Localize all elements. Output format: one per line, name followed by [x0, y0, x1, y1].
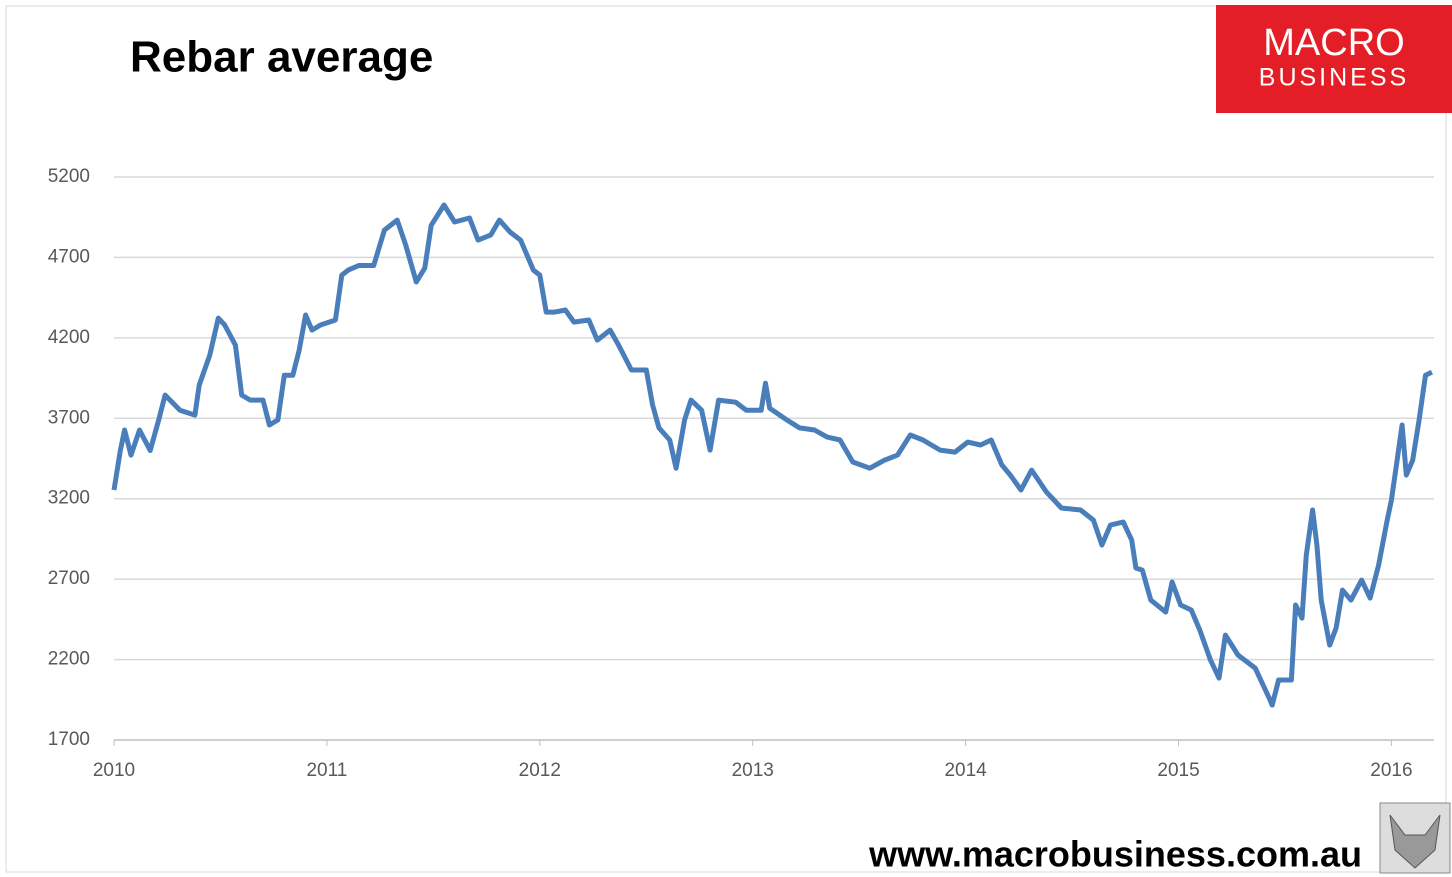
logo-text: MACRO: [1263, 22, 1404, 64]
x-tick-label: 2010: [93, 760, 135, 781]
data-line: [111, 202, 1433, 708]
frame: [5, 5, 1447, 873]
y-tick-label: 3700: [48, 407, 90, 428]
footer-url: www.macrobusiness.com.au: [868, 834, 1362, 875]
x-tick-label: 2016: [1370, 760, 1412, 781]
fox-icon: [1389, 814, 1441, 869]
y-tick-label: 2700: [48, 568, 90, 589]
y-tick-label: 2200: [48, 649, 90, 670]
x-tick-label: 2015: [1157, 760, 1199, 781]
y-tick-label: 3200: [48, 488, 90, 509]
chart-title: Rebar average: [130, 33, 433, 82]
y-tick-label: 4200: [48, 327, 90, 348]
y-tick-label: 1700: [48, 729, 90, 750]
y-tick-label: 5200: [48, 166, 90, 187]
x-tick-label: 2011: [306, 760, 347, 781]
x-tick-label: 2012: [519, 760, 561, 781]
logo-box: [1216, 5, 1452, 113]
x-tick-label: 2014: [944, 760, 987, 781]
x-tick-label: 2013: [732, 760, 774, 781]
y-tick-label: 4700: [48, 246, 90, 267]
logo-text: BUSINESS: [1259, 64, 1409, 92]
